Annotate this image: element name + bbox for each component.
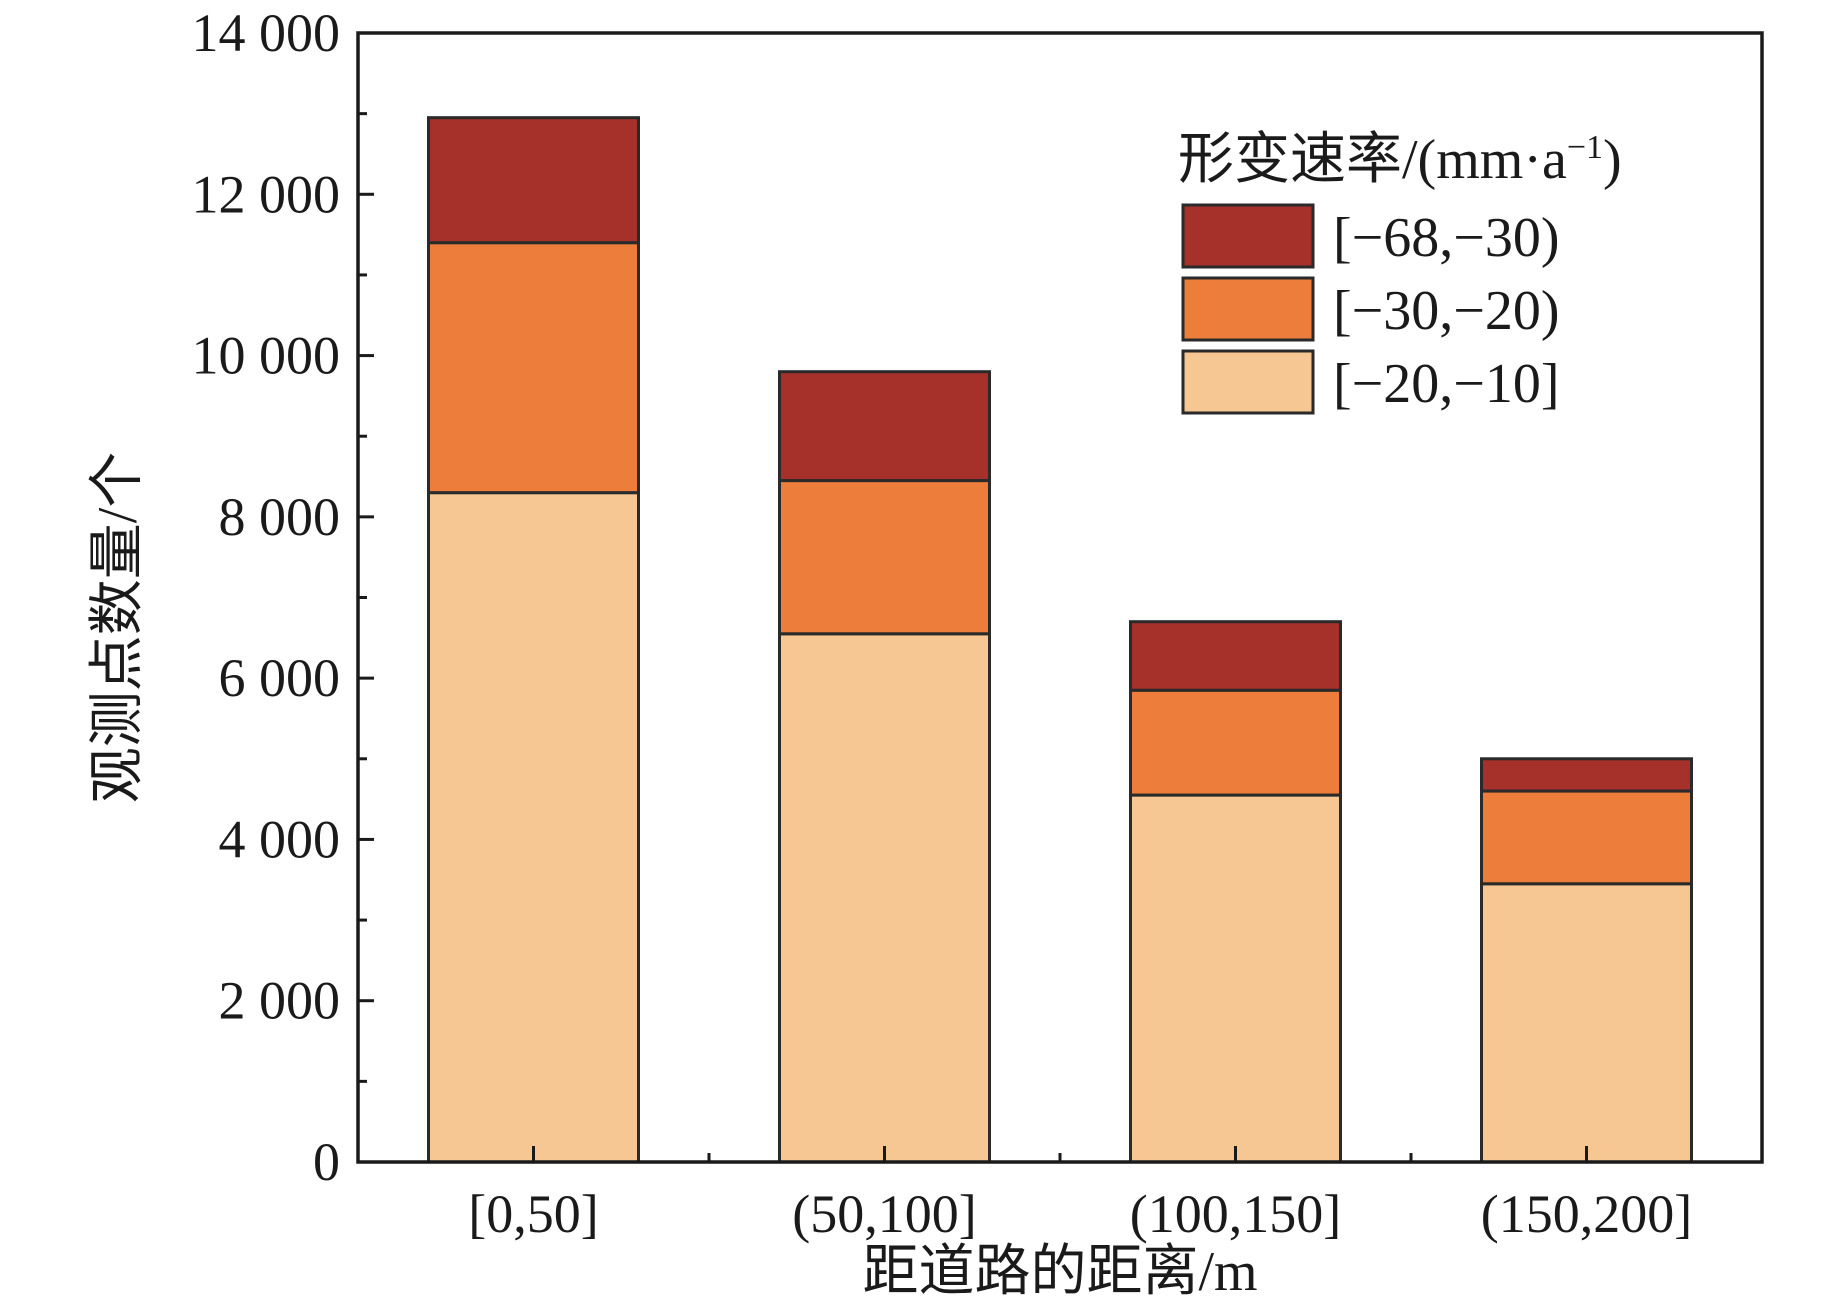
- x-axis-label: 距道路的距离/m: [862, 1241, 1257, 1303]
- x-axis: [0,50] (50,100] (100,150] (150,200]: [468, 1146, 1692, 1244]
- bar-segment: [427, 491, 640, 1164]
- bar-segment: [1480, 789, 1693, 886]
- y-axis: 0 2 000 4 000 6 000 8 000 10 000 12 000 14 000: [192, 3, 374, 1192]
- legend-swatch: [1181, 349, 1315, 415]
- y-tick-label: 8 000: [219, 487, 341, 547]
- bar-segment: [778, 479, 991, 636]
- legend: 形变速率/(mm·a−1) [−68,−30) [−30,−20) [−20,−10…: [1178, 129, 1622, 415]
- y-tick-label: 10 000: [192, 326, 341, 386]
- bar-segment: [1129, 688, 1342, 797]
- bar-segment: [1480, 882, 1693, 1164]
- bar-segment: [1129, 793, 1342, 1164]
- y-tick-label: 14 000: [192, 3, 341, 63]
- bar-segment: [1129, 620, 1342, 692]
- legend-title-sup: −1: [1567, 129, 1603, 166]
- legend-label: [−20,−10]: [1333, 353, 1559, 415]
- bar-segment: [778, 370, 991, 483]
- legend-items: [−68,−30) [−30,−20) [−20,−10]: [1181, 203, 1559, 415]
- bar-segment: [778, 632, 991, 1164]
- legend-title-end: ): [1603, 129, 1622, 191]
- legend-title-main: 形变速率/(mm·a: [1178, 129, 1567, 191]
- legend-title: 形变速率/(mm·a−1): [1178, 129, 1622, 191]
- x-tick-label: (100,150]: [1130, 1184, 1341, 1244]
- bars: [427, 116, 1693, 1164]
- legend-label: [−30,−20): [1333, 280, 1559, 342]
- y-tick-label: 4 000: [219, 809, 341, 869]
- y-axis-label: 观测点数量/个: [87, 452, 149, 804]
- bar-segment: [427, 116, 640, 245]
- y-tick-label: 2 000: [219, 971, 341, 1031]
- x-tick-label: (50,100]: [792, 1184, 976, 1244]
- bar-segment: [427, 241, 640, 495]
- y-tick-label: 12 000: [192, 164, 341, 224]
- legend-swatch: [1181, 276, 1315, 342]
- bar-segment: [1480, 757, 1693, 793]
- legend-swatch: [1181, 203, 1315, 269]
- y-tick-label: 0: [313, 1132, 340, 1192]
- x-tick-label: [0,50]: [468, 1184, 598, 1244]
- x-tick-label: (150,200]: [1481, 1184, 1692, 1244]
- legend-label: [−68,−30): [1333, 207, 1559, 269]
- y-tick-label: 6 000: [219, 648, 341, 708]
